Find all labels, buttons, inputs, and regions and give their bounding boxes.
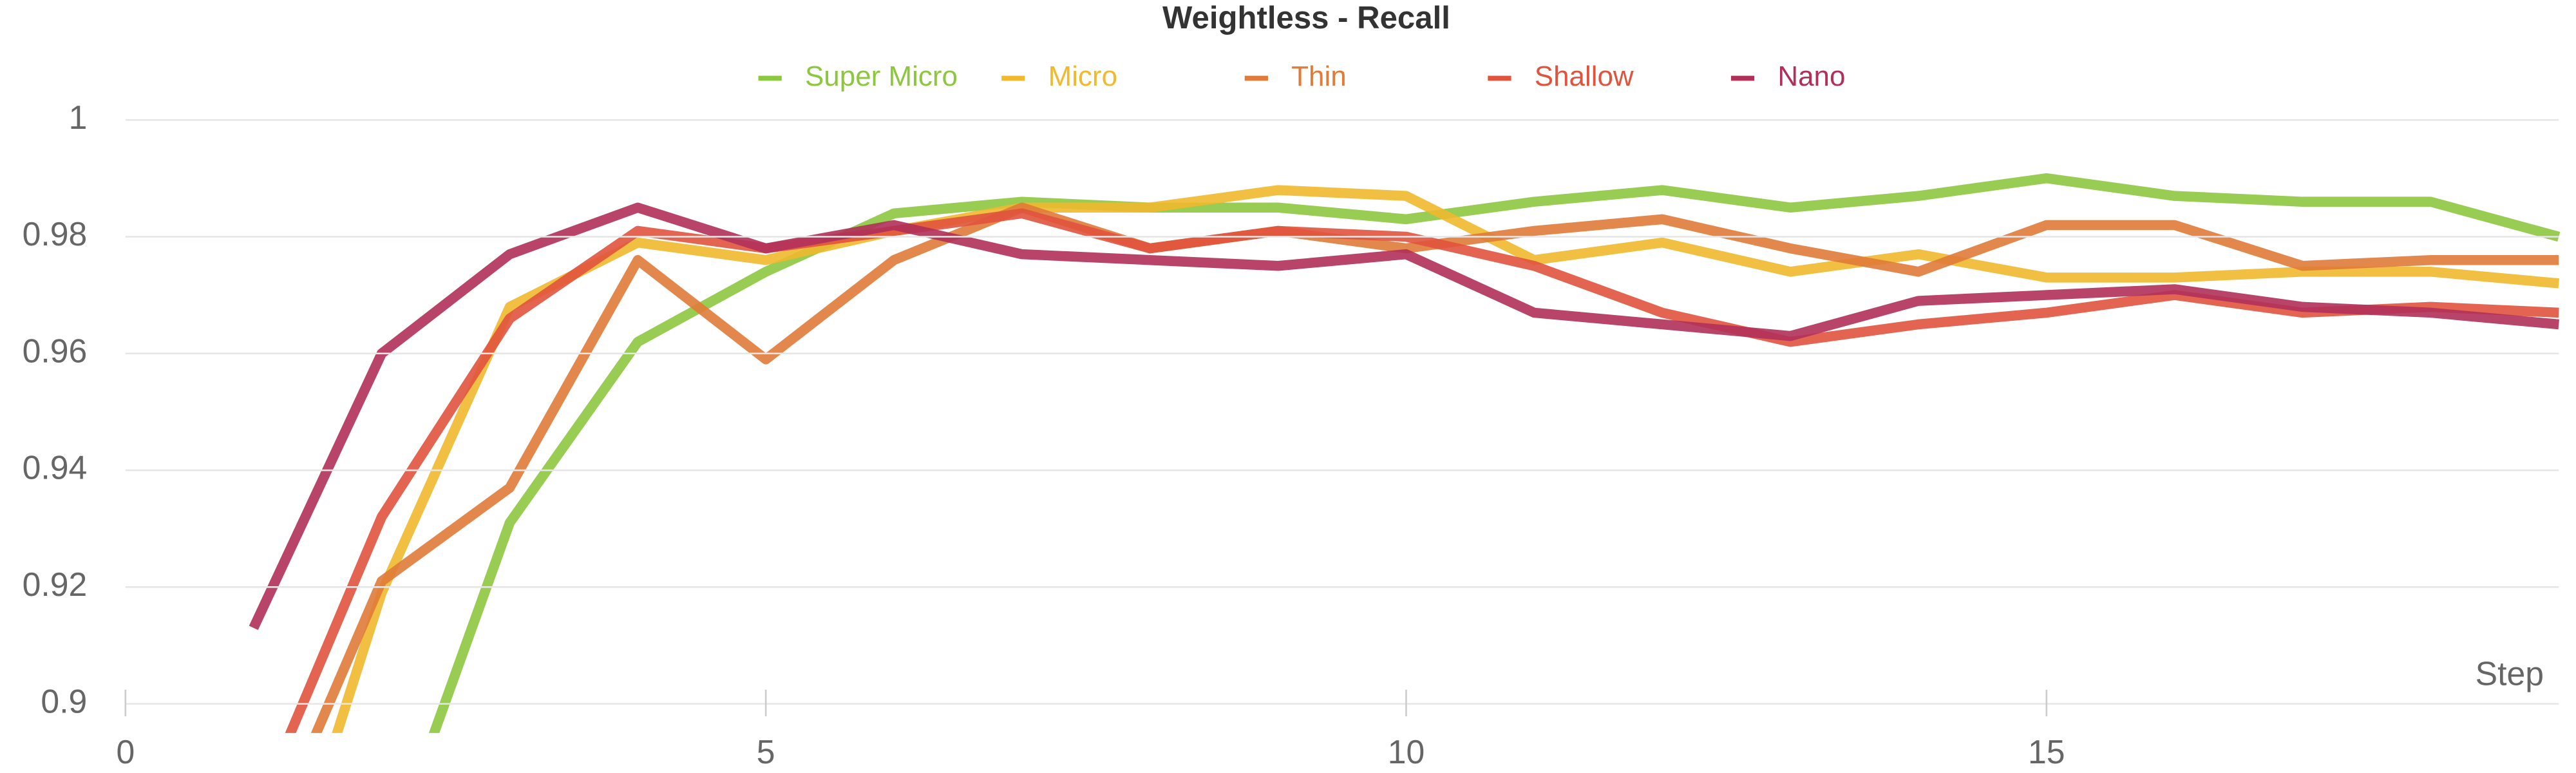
legend-label: Super Micro bbox=[805, 61, 958, 92]
line-series bbox=[249, 202, 2559, 631]
legend-label: Thin bbox=[1291, 61, 1347, 92]
y-tick-label: 0.98 bbox=[23, 215, 88, 253]
x-axis-label: Step bbox=[2476, 655, 2544, 692]
line-series bbox=[428, 173, 2561, 733]
x-tick-label: 15 bbox=[2028, 733, 2065, 770]
line-series bbox=[310, 202, 2559, 733]
legend-label: Nano bbox=[1777, 61, 1845, 92]
y-tick-label: 0.92 bbox=[23, 566, 88, 603]
plot-area bbox=[249, 173, 2561, 733]
y-tick-label: 0.96 bbox=[23, 332, 88, 369]
x-tick-label: 10 bbox=[1388, 733, 1425, 770]
chart-title: Weightless - Recall bbox=[1162, 1, 1450, 35]
x-tick-label: 0 bbox=[116, 733, 135, 770]
legend-label: Micro bbox=[1048, 61, 1117, 92]
y-tick-label: 0.9 bbox=[41, 682, 87, 720]
line-series bbox=[332, 185, 2559, 733]
y-tick-label: 0.94 bbox=[23, 449, 88, 486]
y-tick-label: 1 bbox=[69, 99, 88, 136]
legend-label: Shallow bbox=[1535, 61, 1634, 92]
x-tick-label: 5 bbox=[757, 733, 775, 770]
